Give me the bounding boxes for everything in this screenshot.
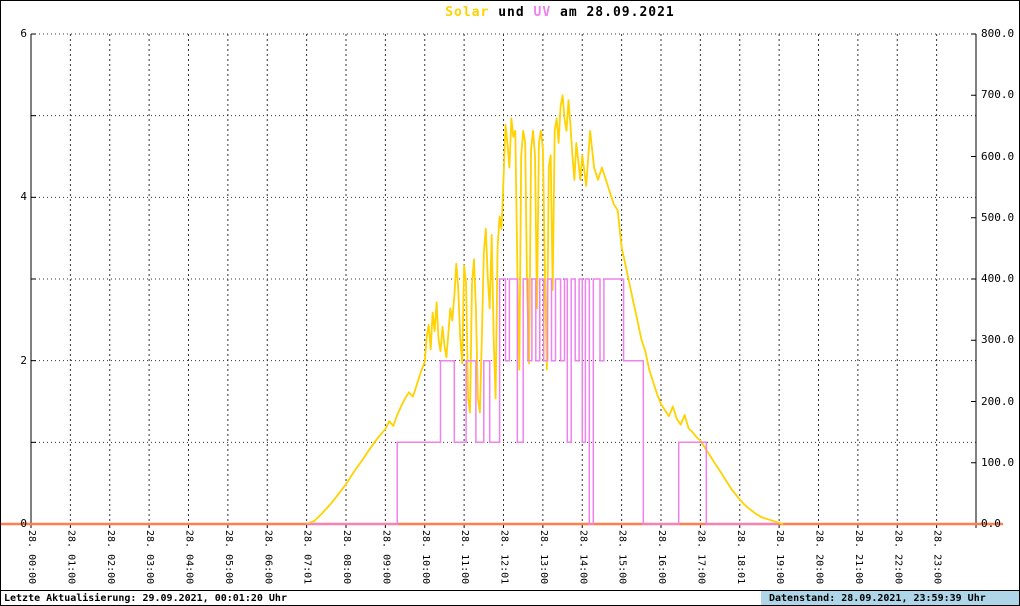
chart-title: Solar und UV am 28.09.2021 — [101, 5, 1019, 20]
data-timestamp-box: Datenstand: 28.09.2021, 23:59:39 Uhr — [761, 591, 1019, 605]
title-solar-label: Solar — [445, 5, 490, 20]
footer-bar: Letzte Aktualisierung: 29.09.2021, 00:01… — [1, 590, 1019, 605]
last-update-text: Letzte Aktualisierung: 29.09.2021, 00:01… — [4, 593, 287, 604]
UV-series — [306, 278, 780, 525]
title-date-text: am 28.09.2021 — [551, 5, 675, 20]
title-und-text: und — [489, 5, 534, 20]
title-uv-label: UV — [533, 5, 552, 20]
Solar-series — [306, 94, 784, 525]
